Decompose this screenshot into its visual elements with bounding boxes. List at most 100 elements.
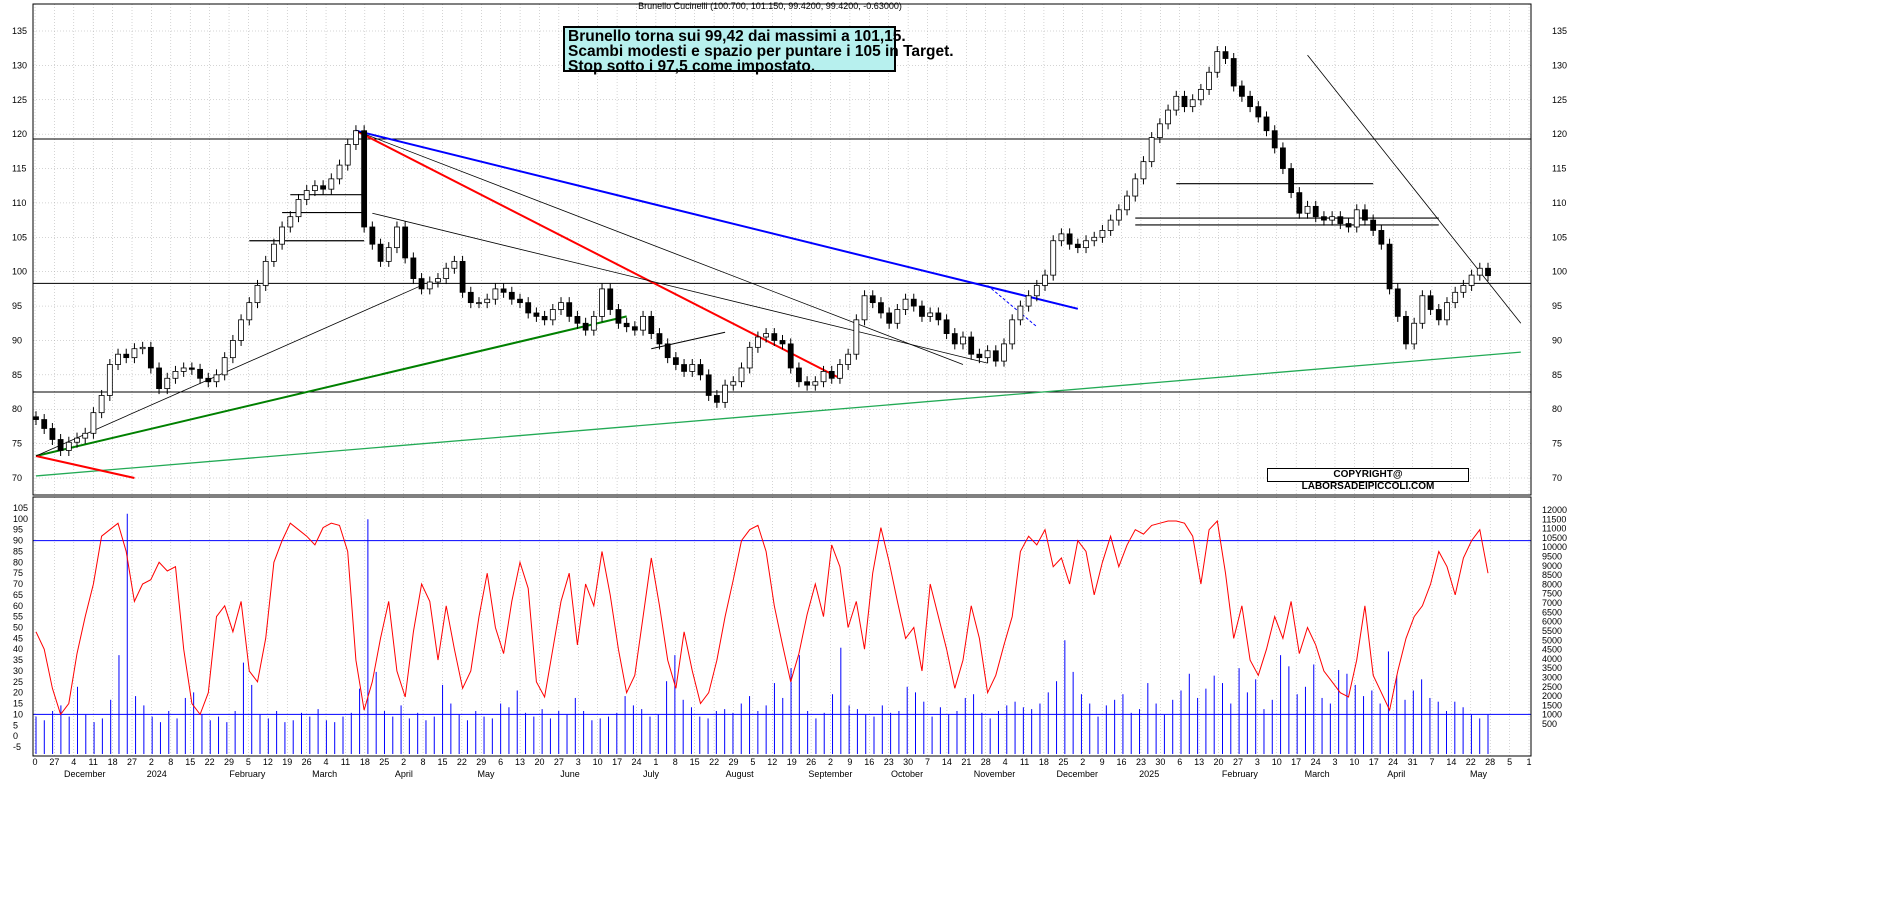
x-day-tick-label: 12: [263, 757, 273, 767]
candle-body: [812, 381, 819, 386]
candle-body: [82, 432, 89, 439]
x-day-tick-label: 10: [1272, 757, 1282, 767]
x-day-tick-label: 22: [457, 757, 467, 767]
candle-body: [361, 130, 368, 228]
black-trendline-rising: [35, 285, 422, 457]
black-channel-line: [651, 331, 726, 350]
rsi-y-tick: 95: [13, 525, 23, 535]
x-month-label: December: [1056, 769, 1098, 779]
candle-body: [738, 367, 745, 383]
rsi-y-tick: 15: [13, 699, 23, 709]
candle-body: [861, 295, 868, 321]
candle-body: [886, 312, 893, 324]
candle-body: [336, 164, 343, 180]
candle-body: [894, 309, 901, 324]
x-day-tick-label: 27: [1233, 757, 1243, 767]
candle-body: [664, 343, 671, 359]
candle-body: [796, 367, 802, 383]
x-day-tick-label: 3: [576, 757, 581, 767]
candle-body: [1181, 95, 1188, 108]
candle-body: [984, 350, 991, 359]
price-y-tick-left: 100: [12, 267, 27, 277]
volume-y-tick: 9000: [1542, 561, 1562, 571]
candle-body: [205, 377, 212, 383]
rsi-y-tick: 10: [13, 709, 23, 719]
candle-body: [853, 319, 860, 355]
candle-body: [1107, 219, 1114, 231]
candle-body: [1148, 137, 1155, 163]
candle-body: [533, 312, 540, 317]
rsi-y-tick: 45: [13, 633, 23, 643]
volume-y-tick: 2000: [1542, 691, 1562, 701]
candle-body: [607, 288, 614, 310]
x-day-tick-label: 29: [728, 757, 738, 767]
candle-body: [303, 190, 310, 200]
x-day-tick-label: 8: [421, 757, 426, 767]
x-day-tick-label: 16: [864, 757, 874, 767]
x-month-label: 2025: [1139, 769, 1159, 779]
rsi-y-tick: 55: [13, 612, 23, 622]
candle-body: [1288, 168, 1295, 194]
candle-body: [270, 243, 277, 262]
candle-body: [213, 374, 220, 383]
candle-body: [500, 288, 507, 293]
candle-body: [131, 348, 138, 359]
candle-body: [910, 298, 917, 307]
x-month-label: September: [808, 769, 852, 779]
candle-body: [1255, 106, 1262, 118]
x-day-tick-label: 22: [205, 757, 215, 767]
candle-body: [1353, 209, 1360, 228]
candle-body: [246, 302, 253, 321]
x-day-tick-label: 4: [1003, 757, 1008, 767]
candle-body: [623, 322, 630, 328]
rsi-line: [33, 519, 1531, 716]
candle-body: [1017, 305, 1024, 321]
x-day-tick-label: 0: [32, 757, 37, 767]
candle-body: [221, 357, 228, 376]
black-trendline-falling: [372, 212, 988, 364]
candle-body: [188, 367, 195, 370]
volume-y-tick: 10000: [1542, 542, 1567, 552]
copyright-badge: COPYRIGHT@ LABORSADEIPICCOLI.COM: [1267, 468, 1469, 492]
candle-body: [878, 302, 884, 314]
candle-body: [106, 364, 113, 396]
candle-body: [919, 305, 925, 317]
candle-body: [139, 346, 146, 350]
candle-body: [164, 377, 171, 389]
x-day-tick-label: 24: [631, 757, 641, 767]
rsi-y-tick: 75: [13, 568, 23, 578]
candle-body: [1009, 319, 1016, 345]
candle-body: [74, 437, 80, 443]
volume-y-tick: 11500: [1542, 514, 1566, 524]
x-day-tick-label: 11: [89, 757, 98, 767]
rsi-y-tick: 85: [13, 546, 23, 556]
volume-y-tick: 3500: [1542, 663, 1562, 673]
x-day-tick-label: 3: [1332, 757, 1337, 767]
candle-body: [689, 364, 696, 372]
candle-body: [262, 260, 269, 286]
indicator-panel-frame: [32, 496, 1532, 757]
price-y-tick-right: 90: [1552, 335, 1562, 345]
x-day-tick-label: 21: [961, 757, 971, 767]
black-trendline-long: [355, 130, 964, 365]
candle-body: [1419, 295, 1426, 324]
candle-body: [1115, 209, 1122, 221]
x-day-tick-label: 7: [925, 757, 930, 767]
x-day-tick-label: 18: [108, 757, 118, 767]
x-day-tick-label: 9: [847, 757, 852, 767]
axes: 0 27 4 11 18 27 2 8 15 22 29 5 12 19 26 4 11 18 25 2 8 15 22 29…: [12, 3, 1567, 779]
candle-body: [344, 144, 351, 166]
x-month-label: March: [312, 769, 337, 779]
candle-body: [1124, 195, 1130, 211]
x-day-tick-label: 20: [1214, 757, 1224, 767]
candle-body: [484, 298, 491, 304]
rsi-y-tick: 5: [13, 720, 18, 730]
candle-body: [1394, 288, 1401, 317]
candle-body: [837, 364, 843, 379]
candle-body: [1025, 295, 1032, 307]
candle-body: [1173, 95, 1180, 111]
candle-body: [582, 322, 589, 331]
candle-body: [631, 326, 638, 331]
x-day-tick-label: 17: [612, 757, 622, 767]
price-y-tick-left: 110: [12, 198, 26, 208]
